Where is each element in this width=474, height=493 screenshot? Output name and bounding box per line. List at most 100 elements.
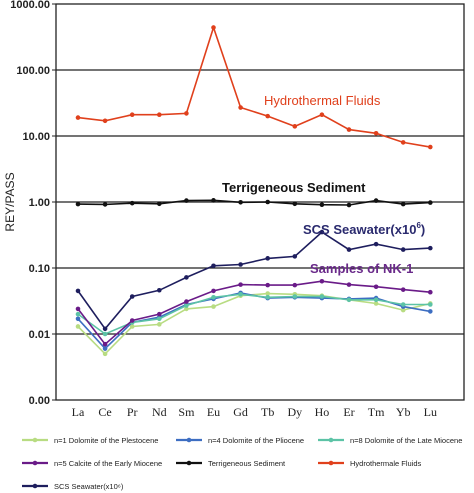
legend-item: Terrigeneous Sediment — [176, 459, 286, 468]
data-point — [211, 25, 216, 30]
series-line — [77, 293, 431, 335]
annotation-scs-main: SCS Seawater(x10 — [303, 222, 416, 237]
x-tick-label: Yb — [396, 405, 411, 419]
x-tick-label: Tm — [368, 405, 385, 419]
x-tick-label: Lu — [424, 405, 437, 419]
x-tick-label: Dy — [287, 405, 302, 419]
data-point — [319, 112, 325, 118]
data-point — [75, 316, 81, 322]
data-point — [102, 326, 108, 332]
data-point — [292, 294, 298, 299]
data-point — [319, 202, 325, 208]
legend-swatch-marker — [328, 460, 334, 466]
data-point — [184, 198, 189, 203]
y-tick-label: 100.00 — [16, 65, 50, 77]
data-point — [238, 262, 243, 267]
series-5 — [75, 24, 433, 150]
annotation-scs-seawater: SCS Seawater(x106) — [303, 221, 425, 237]
data-point — [102, 341, 108, 347]
data-point — [238, 105, 243, 110]
data-point — [400, 247, 406, 252]
data-point — [157, 311, 162, 317]
y-tick-label: 1.00 — [29, 197, 50, 209]
data-point — [346, 202, 352, 208]
legend-label: n=4 Dolomite of the Pliocene — [208, 436, 304, 445]
data-point — [129, 324, 135, 329]
legend-item: n=5 Calcite of the Early Miocene — [22, 459, 162, 468]
data-point — [211, 304, 216, 309]
legend-item: n=4 Dolomite of the Pliocene — [176, 436, 304, 445]
data-point — [346, 127, 352, 132]
legend-item: Hydrothermale Fluids — [318, 459, 422, 468]
annotation-scs-exponent: 6 — [416, 221, 421, 230]
axis-layer: 0.00 0.01 0.10 1.00 10.00 100.00 1000.00 La Ce Pr… — [3, 0, 465, 419]
series-2 — [75, 291, 433, 337]
series-6 — [75, 229, 433, 332]
data-point — [428, 309, 433, 314]
x-tick-label: Eu — [207, 405, 220, 419]
data-point — [428, 289, 433, 295]
y-tick-label: 0.01 — [29, 329, 50, 341]
y-tick-label: 1000.00 — [10, 0, 50, 11]
series-line — [77, 231, 431, 331]
annotation-terrigeneous-sediment: Terrigeneous Sediment — [222, 180, 366, 195]
data-point — [75, 311, 81, 317]
data-point — [265, 282, 271, 288]
data-point — [75, 115, 81, 120]
data-point — [238, 199, 243, 205]
data-point — [373, 284, 379, 290]
data-point — [373, 241, 379, 247]
data-point — [265, 291, 271, 296]
data-point — [129, 318, 135, 323]
data-point — [102, 331, 108, 337]
data-point — [102, 202, 108, 207]
data-point — [211, 294, 216, 300]
series-4 — [75, 198, 433, 208]
data-point — [75, 306, 81, 312]
data-point — [319, 278, 325, 284]
data-point — [400, 201, 406, 207]
x-tick-label: Sm — [178, 405, 195, 419]
data-point — [346, 297, 352, 303]
y-axis-label: REY/PASS — [3, 172, 17, 231]
data-point — [211, 288, 216, 294]
data-point — [211, 263, 216, 269]
series-line — [77, 199, 431, 206]
data-point — [75, 288, 81, 294]
data-point — [157, 201, 162, 207]
legend-label: n=8 Dolomite of the Late Miocene — [350, 436, 462, 445]
data-point — [75, 324, 81, 329]
legend-label: Hydrothermale Fluids — [350, 459, 422, 468]
legend-swatch-marker — [32, 437, 38, 443]
series-layer — [75, 24, 433, 357]
x-tick-label: La — [72, 405, 85, 419]
x-tick-label: Gd — [233, 405, 248, 419]
data-point — [238, 291, 243, 297]
data-point — [157, 316, 162, 322]
data-point — [102, 346, 108, 351]
y-tick-label: 0.00 — [29, 395, 50, 407]
series-line — [77, 280, 431, 346]
series-line — [77, 292, 431, 356]
data-point — [292, 201, 298, 207]
data-point — [428, 144, 433, 150]
data-point — [346, 282, 352, 287]
legend-swatch-marker — [32, 460, 38, 466]
data-point — [184, 299, 189, 304]
legend: n=1 Dolomite of the Plestocene n=4 Dolomi… — [22, 436, 462, 491]
legend-item: n=8 Dolomite of the Late Miocene — [318, 436, 462, 445]
annotation-scs-close: ) — [421, 222, 425, 237]
y-tick-label: 10.00 — [22, 131, 50, 143]
data-point — [292, 282, 298, 288]
x-tick-label: Ho — [315, 405, 330, 419]
data-point — [346, 247, 352, 252]
data-point — [265, 199, 271, 205]
data-point — [102, 351, 108, 357]
data-point — [400, 287, 406, 292]
x-tick-label: Nd — [152, 405, 167, 419]
legend-item: SCS Seawater(x10⁶) — [22, 482, 124, 491]
data-point — [129, 200, 135, 206]
x-tick-label: Ce — [98, 405, 111, 419]
annotation-hydrothermal-fluids: Hydrothermal Fluids — [264, 93, 381, 108]
